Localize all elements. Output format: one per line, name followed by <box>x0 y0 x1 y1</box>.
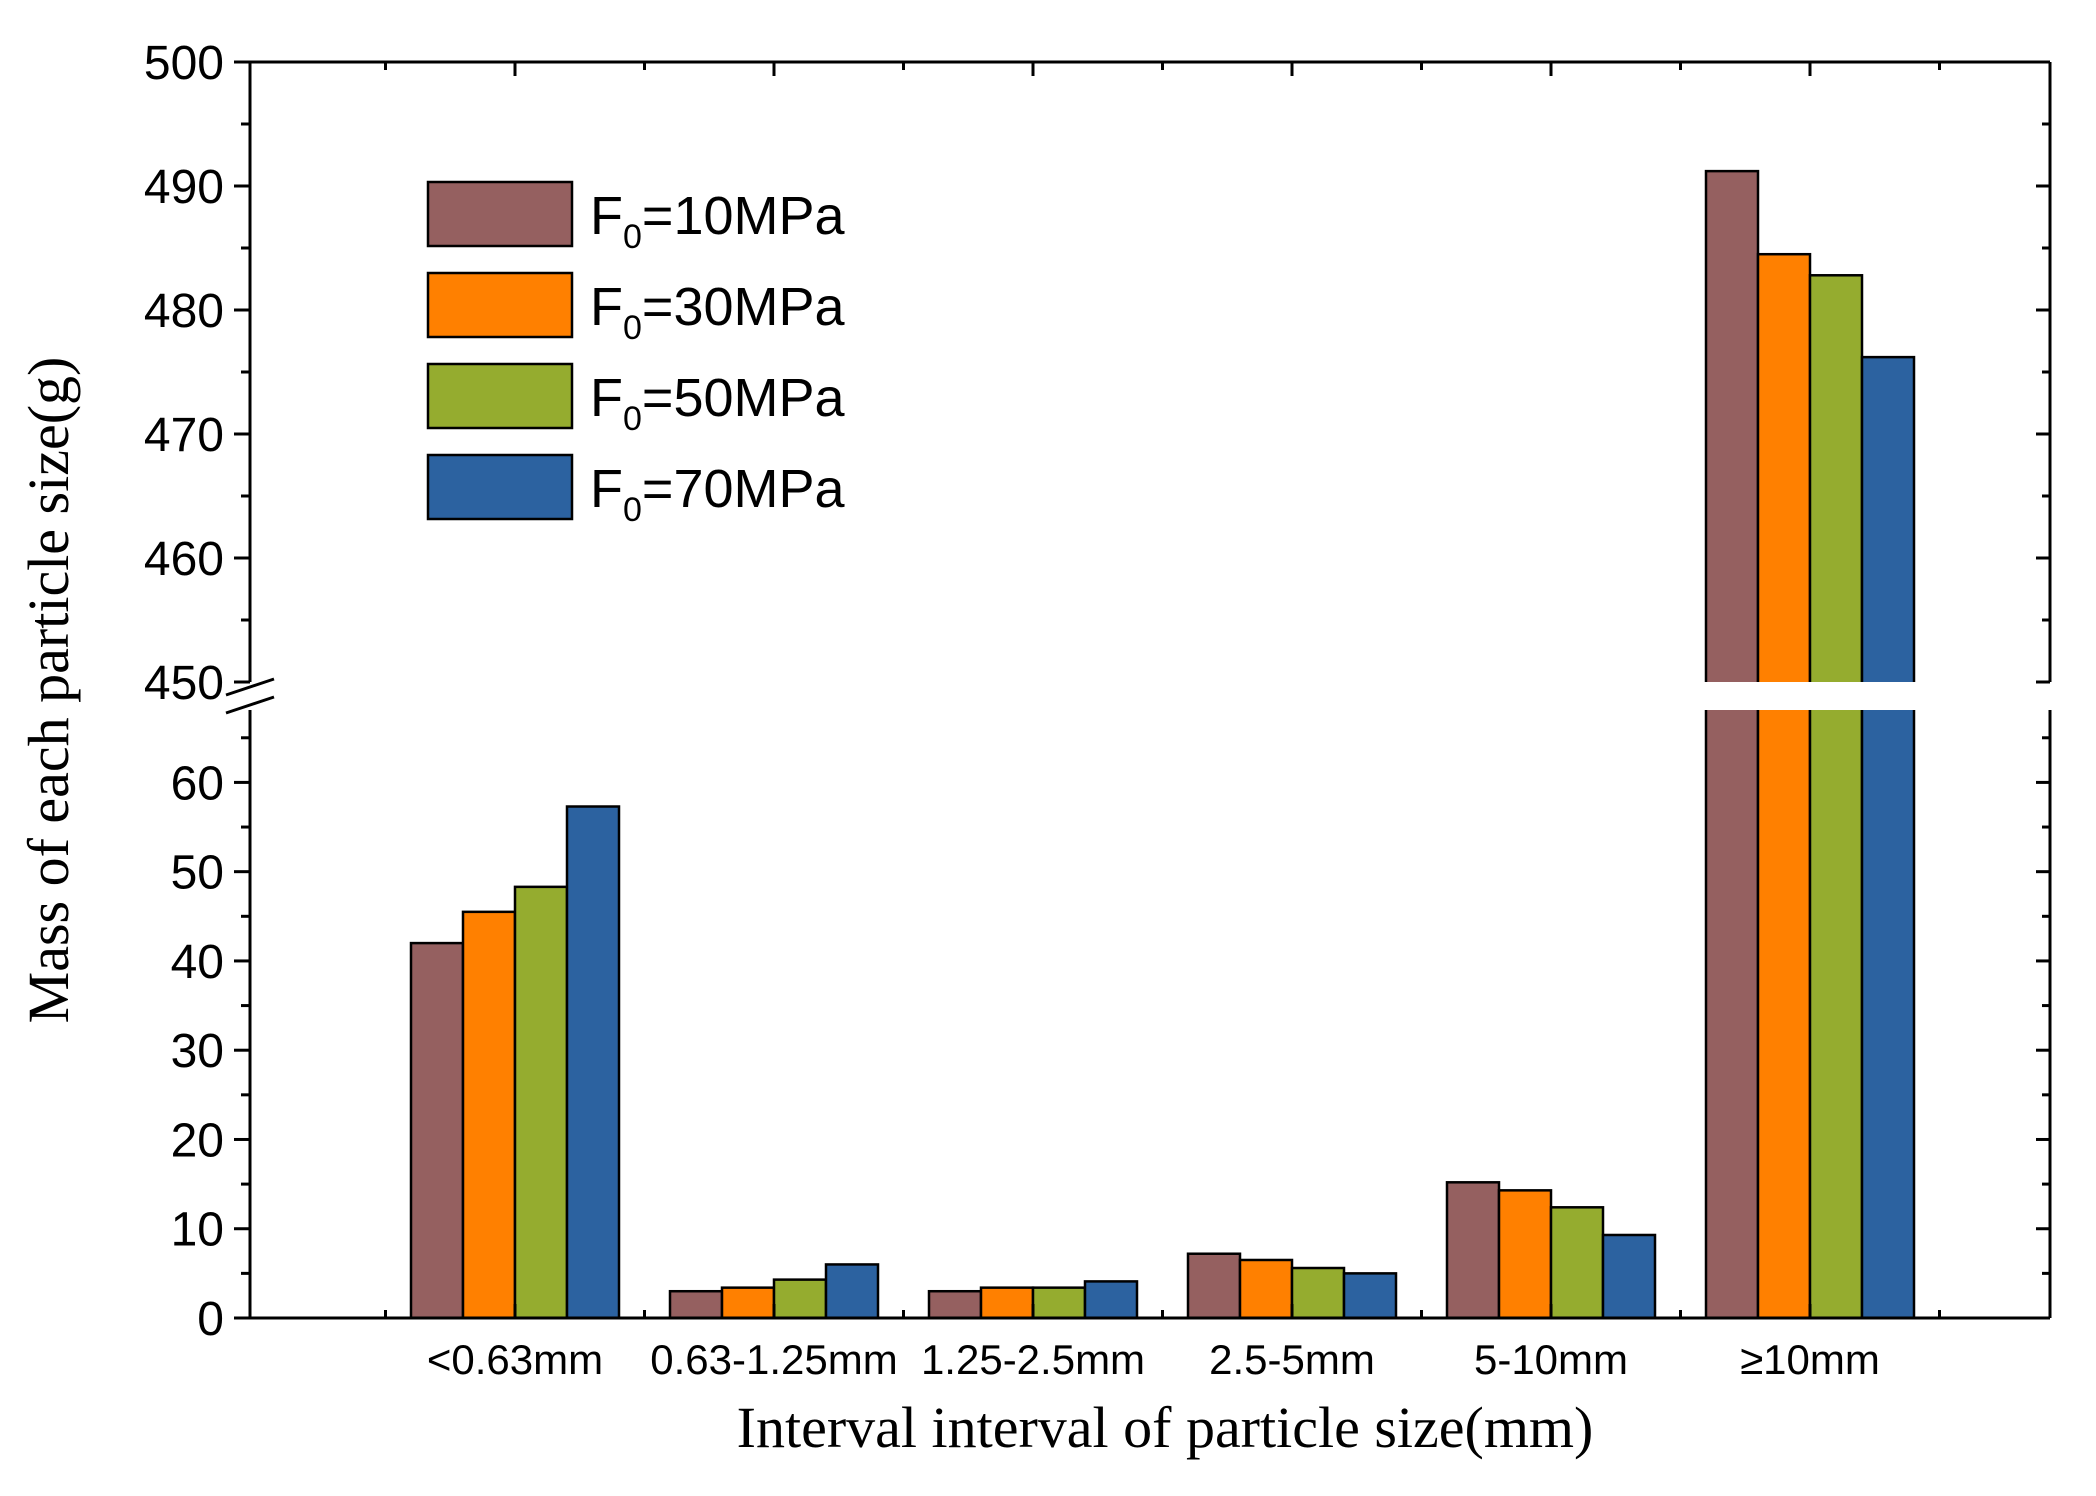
y-tick-label: 480 <box>144 285 224 338</box>
bar-F0=70MPa-≥10mm <box>1860 355 1916 1320</box>
y-tick-label: 40 <box>171 936 224 989</box>
bar-F0=70MPa-5-10mm <box>1601 1233 1657 1320</box>
y-tick-label: 0 <box>197 1293 224 1346</box>
bar-F0=30MPa-2.5-5mm <box>1238 1258 1294 1320</box>
legend-label: F0=50MPa <box>590 368 846 438</box>
bar-F0=30MPa-≥10mm <box>1756 252 1812 1320</box>
legend-swatch <box>426 453 574 521</box>
x-tick-label: 5-10mm <box>1474 1336 1628 1383</box>
bar-F0=10MPa-0.63-1.25mm <box>668 1289 724 1320</box>
x-axis-label: Interval interval of particle size(mm) <box>737 1395 1594 1460</box>
legend-swatch <box>426 180 574 248</box>
legend-swatch <box>426 271 574 339</box>
bar-F0=50MPa-≥10mm <box>1808 274 1864 1320</box>
bar-F0=70MPa-<0.63mm <box>565 805 621 1320</box>
y-tick-label: 470 <box>144 409 224 462</box>
axis-break-gap <box>246 682 2056 710</box>
bar-F0=50MPa-5-10mm <box>1549 1206 1605 1320</box>
legend-label: F0=10MPa <box>590 186 846 256</box>
bar-F0=50MPa-<0.63mm <box>513 885 569 1320</box>
x-tick-label: 1.25-2.5mm <box>921 1336 1145 1383</box>
bar-F0=10MPa-<0.63mm <box>409 941 465 1320</box>
bar-F0=30MPa-0.63-1.25mm <box>720 1286 776 1320</box>
axis-break-mark <box>225 695 275 715</box>
y-tick-label: 10 <box>171 1204 224 1257</box>
bar-F0=50MPa-2.5-5mm <box>1290 1266 1346 1320</box>
legend-label: F0=30MPa <box>590 277 846 347</box>
legend-swatch <box>426 362 574 430</box>
bar-F0=50MPa-1.25-2.5mm <box>1031 1286 1087 1320</box>
bar-F0=10MPa-≥10mm <box>1704 169 1760 1320</box>
y-tick-label: 450 <box>144 657 224 710</box>
y-tick-label: 460 <box>144 533 224 586</box>
bar-F0=30MPa-<0.63mm <box>461 910 517 1320</box>
y-tick-label: 500 <box>144 37 224 90</box>
bar-F0=50MPa-0.63-1.25mm <box>772 1278 828 1320</box>
y-tick-label: 50 <box>171 847 224 900</box>
y-axis-label: Mass of each particle size(g) <box>16 357 81 1024</box>
y-tick-label: 490 <box>144 161 224 214</box>
bar-F0=10MPa-1.25-2.5mm <box>927 1289 983 1320</box>
legend-label: F0=70MPa <box>590 459 846 529</box>
x-tick-label: 2.5-5mm <box>1209 1336 1375 1383</box>
y-tick-label: 60 <box>171 757 224 810</box>
x-tick-label: <0.63mm <box>427 1336 603 1383</box>
x-tick-label: ≥10mm <box>1740 1336 1880 1383</box>
bar-F0=70MPa-0.63-1.25mm <box>824 1263 880 1320</box>
x-tick-label: 0.63-1.25mm <box>650 1336 897 1383</box>
bar-F0=10MPa-2.5-5mm <box>1186 1252 1242 1320</box>
y-tick-label: 20 <box>171 1114 224 1167</box>
axis-break-mark <box>225 677 275 697</box>
bar-F0=30MPa-5-10mm <box>1497 1189 1553 1320</box>
bar-F0=70MPa-1.25-2.5mm <box>1083 1280 1139 1320</box>
bar-F0=70MPa-2.5-5mm <box>1342 1272 1398 1320</box>
bar-F0=30MPa-1.25-2.5mm <box>979 1286 1035 1320</box>
bar-F0=10MPa-5-10mm <box>1445 1181 1501 1320</box>
y-tick-label: 30 <box>171 1025 224 1078</box>
